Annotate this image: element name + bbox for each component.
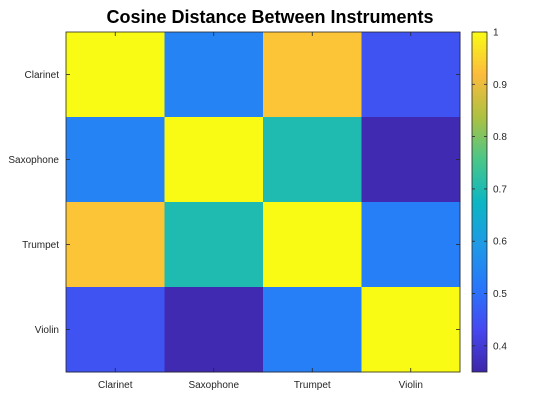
colorbar-axis: 0.4 0.5 0.6 0.7 0.8 0.9 1 (472, 28, 507, 352)
colorbar-tick-label: 0.6 (493, 237, 507, 248)
x-tick-label: Violin (399, 380, 423, 391)
colorbar-tick-label: 0.7 (493, 184, 507, 195)
y-tick-label: Saxophone (8, 155, 59, 166)
y-tick-label: Clarinet (25, 70, 60, 81)
heatmap-cell (361, 287, 461, 373)
heatmap-cell (263, 202, 362, 288)
colorbar-tick-label: 0.9 (493, 80, 507, 91)
y-tick-label: Violin (35, 325, 59, 336)
y-tick-label: Trumpet (22, 240, 59, 251)
heatmap-cell (66, 202, 165, 288)
x-tick-label: Clarinet (98, 380, 133, 391)
x-axis: Clarinet Saxophone Trumpet Violin (98, 32, 423, 391)
heatmap-cell (164, 287, 264, 373)
colorbar (471, 31, 488, 373)
heatmap-cell (164, 32, 264, 118)
heatmap-cell (164, 202, 264, 288)
x-tick-label: Saxophone (188, 380, 239, 391)
heatmap-cell (66, 287, 165, 373)
heatmap-cell (361, 202, 461, 288)
colorbar-tick-label: 0.8 (493, 132, 507, 143)
heatmap-cells (66, 32, 461, 373)
heatmap-cell (263, 32, 362, 118)
heatmap-cell (361, 117, 461, 203)
colorbar-tick-label: 0.5 (493, 289, 507, 300)
chart-title: Cosine Distance Between Instruments (106, 7, 433, 27)
y-axis: Clarinet Saxophone Trumpet Violin (8, 70, 460, 336)
heatmap-cell (361, 32, 461, 118)
colorbar-tick-label: 0.4 (493, 341, 507, 352)
x-tick-label: Trumpet (294, 380, 331, 391)
heatmap-cell (263, 287, 362, 373)
heatmap-cell (263, 117, 362, 203)
heatmap-cell (164, 117, 264, 203)
colorbar-tick-label: 1 (493, 28, 499, 39)
plot-frame (65, 31, 461, 373)
heatmap-cell (66, 117, 165, 203)
heatmap-cell (66, 32, 165, 118)
